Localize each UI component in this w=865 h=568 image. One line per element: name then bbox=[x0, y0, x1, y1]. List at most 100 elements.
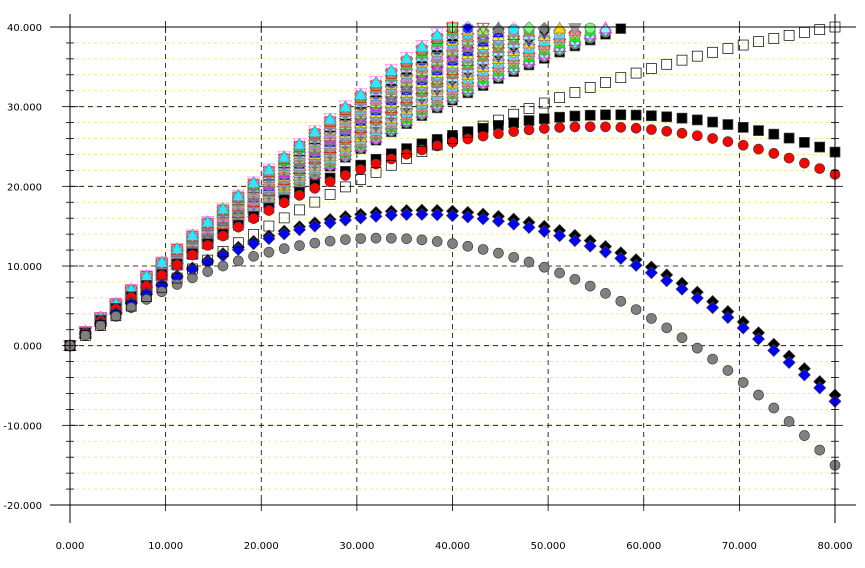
highlight-point bbox=[340, 170, 351, 181]
highlight-point bbox=[661, 125, 673, 137]
highlight-point bbox=[401, 152, 412, 164]
highlight-point bbox=[431, 140, 443, 152]
x-tick-label: 30.000 bbox=[339, 541, 374, 552]
highlight-point bbox=[736, 321, 750, 335]
highlight-point bbox=[110, 310, 122, 322]
highlight-point bbox=[384, 208, 398, 222]
highlight-point bbox=[294, 204, 305, 216]
data-point bbox=[262, 163, 276, 176]
highlight-point bbox=[171, 272, 183, 284]
highlight-point bbox=[461, 210, 475, 224]
highlight-point bbox=[278, 212, 290, 224]
highlight-point bbox=[768, 402, 780, 414]
highlight-point bbox=[799, 157, 810, 169]
highlight-point bbox=[278, 197, 290, 209]
highlight-point bbox=[308, 219, 322, 233]
highlight-point bbox=[217, 260, 229, 272]
highlight-point bbox=[676, 112, 688, 124]
highlight-point bbox=[538, 123, 550, 134]
highlight-point bbox=[110, 310, 122, 322]
data-point bbox=[476, 22, 490, 36]
highlight-point bbox=[646, 313, 657, 324]
highlight-point bbox=[370, 232, 382, 244]
highlight-point bbox=[263, 205, 275, 216]
x-tick-label: 10.000 bbox=[148, 541, 183, 552]
highlight-point bbox=[661, 111, 673, 123]
highlight-point bbox=[630, 67, 642, 79]
data-point bbox=[247, 176, 261, 189]
highlight-point bbox=[737, 377, 749, 388]
highlight-point bbox=[262, 232, 276, 246]
highlight-point bbox=[569, 87, 581, 98]
highlight-point bbox=[447, 238, 458, 249]
highlight-point bbox=[323, 216, 337, 230]
x-tick-label: 50.000 bbox=[531, 541, 566, 552]
highlight-point bbox=[706, 301, 720, 315]
data-point bbox=[508, 24, 520, 35]
y-tick-label: 0.000 bbox=[13, 342, 42, 353]
highlight-point bbox=[370, 158, 382, 170]
data-point bbox=[553, 21, 567, 34]
highlight-point bbox=[814, 163, 826, 174]
highlight-point bbox=[707, 46, 718, 58]
highlight-point bbox=[187, 263, 198, 275]
highlight-point bbox=[737, 39, 749, 51]
series-layer bbox=[63, 20, 842, 471]
highlight-point bbox=[522, 220, 536, 234]
data-point bbox=[323, 112, 337, 126]
highlight-point bbox=[615, 295, 627, 307]
highlight-point bbox=[248, 213, 259, 224]
highlight-point bbox=[338, 213, 352, 227]
highlight-point bbox=[768, 33, 780, 44]
highlight-point bbox=[416, 146, 428, 157]
data-point bbox=[369, 76, 383, 89]
data-point bbox=[201, 216, 215, 229]
highlight-point bbox=[660, 274, 674, 288]
data-point bbox=[155, 255, 169, 268]
highlight-point bbox=[737, 122, 749, 133]
highlight-point bbox=[629, 258, 643, 272]
highlight-point bbox=[477, 244, 489, 255]
highlight-point bbox=[691, 114, 703, 126]
highlight-point bbox=[722, 119, 734, 130]
highlight-point bbox=[707, 116, 718, 128]
data-point bbox=[155, 256, 169, 269]
x-tick-label: 40.000 bbox=[435, 541, 470, 552]
highlight-point bbox=[324, 235, 336, 247]
highlight-point bbox=[600, 77, 611, 88]
highlight-point bbox=[615, 72, 627, 84]
label-layer: 40.000 30.000 20.000 10.000 0.000 -10.000 -20.… bbox=[3, 23, 852, 552]
data-point bbox=[216, 202, 230, 215]
highlight-point bbox=[523, 103, 535, 114]
data-point bbox=[615, 23, 627, 35]
data-point bbox=[231, 189, 245, 202]
highlight-point bbox=[431, 236, 443, 247]
data-point bbox=[415, 40, 429, 53]
highlight-point bbox=[462, 133, 474, 145]
highlight-point bbox=[799, 27, 810, 38]
highlight-point bbox=[630, 109, 642, 121]
highlight-point bbox=[554, 92, 565, 104]
highlight-point bbox=[202, 266, 214, 277]
y-tick-label: 20.000 bbox=[7, 182, 42, 193]
y-tick-label: -20.000 bbox=[3, 501, 42, 512]
highlight-point bbox=[232, 221, 244, 233]
highlight-point bbox=[600, 109, 611, 121]
highlight-point bbox=[202, 254, 214, 266]
highlight-point bbox=[232, 255, 244, 267]
x-tick-label: 0.000 bbox=[56, 541, 85, 552]
highlight-point bbox=[462, 240, 474, 252]
highlight-point bbox=[813, 381, 827, 395]
highlight-point bbox=[354, 211, 368, 225]
highlight-point bbox=[171, 259, 183, 271]
highlight-point bbox=[584, 109, 596, 121]
highlight-point bbox=[814, 141, 826, 153]
highlight-point bbox=[217, 230, 229, 242]
highlight-point bbox=[523, 115, 535, 126]
highlight-point bbox=[462, 126, 474, 138]
highlight-point bbox=[476, 212, 490, 226]
highlight-point bbox=[340, 234, 351, 245]
highlight-point bbox=[294, 189, 305, 201]
highlight-point bbox=[537, 224, 551, 238]
highlight-point bbox=[799, 137, 810, 148]
